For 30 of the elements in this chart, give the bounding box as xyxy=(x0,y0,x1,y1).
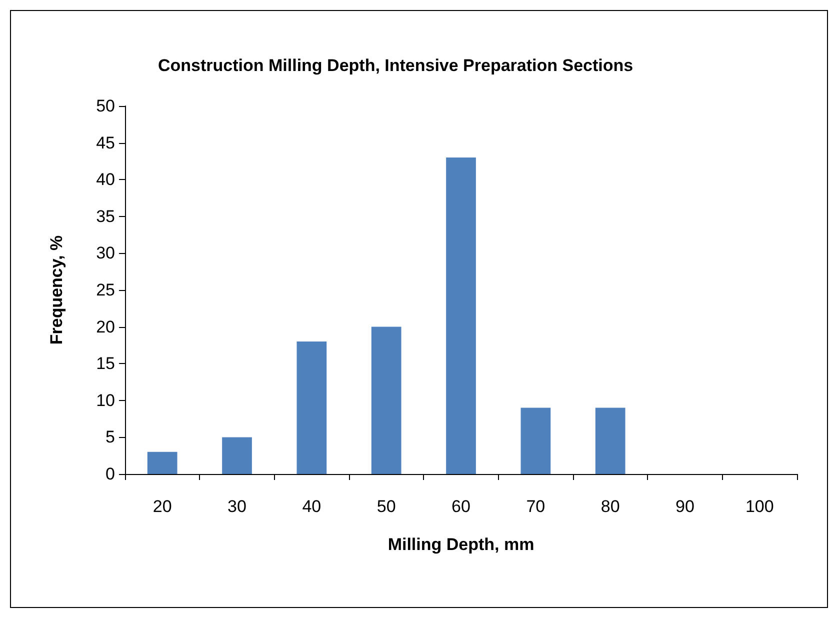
bar xyxy=(147,452,178,474)
x-tick-label: 90 xyxy=(676,497,694,516)
bar xyxy=(222,437,252,474)
x-tick-label: 40 xyxy=(302,497,322,516)
x-tick-label: 80 xyxy=(600,497,620,516)
x-tick-label: 60 xyxy=(452,497,470,516)
x-tick-label: 30 xyxy=(228,497,246,516)
bar xyxy=(595,408,626,474)
y-tick-label: 30 xyxy=(96,244,115,263)
bar xyxy=(520,408,551,474)
y-tick-label: 0 xyxy=(106,464,115,484)
x-axis-title: Milling Depth, mm xyxy=(388,535,534,554)
x-tick-label: 20 xyxy=(152,497,172,516)
x-tick-label: 70 xyxy=(526,497,546,516)
x-tick-label: 100 xyxy=(745,497,774,516)
y-tick-label: 20 xyxy=(96,317,115,336)
y-tick-label: 15 xyxy=(96,354,115,374)
x-tick-label: 50 xyxy=(376,497,396,516)
chart-title: Construction Milling Depth, Intensive Preparation Sections xyxy=(158,56,634,75)
bar xyxy=(371,326,402,474)
y-axis-title: Frequency, % xyxy=(47,235,66,345)
y-tick-label: 25 xyxy=(96,280,115,300)
y-tick-label: 5 xyxy=(106,428,115,447)
y-tick-label: 10 xyxy=(96,390,115,410)
y-tick-label: 35 xyxy=(96,206,115,226)
bar xyxy=(446,158,476,474)
y-tick-label: 40 xyxy=(96,170,115,190)
y-tick-label: 50 xyxy=(96,96,115,116)
bar xyxy=(296,342,327,474)
y-tick-label: 45 xyxy=(96,133,115,152)
